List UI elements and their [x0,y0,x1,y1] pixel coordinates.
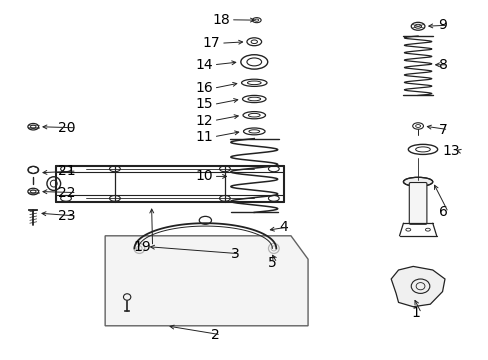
Text: 21: 21 [58,164,76,178]
Text: 3: 3 [230,247,239,261]
Text: 22: 22 [58,186,76,199]
Ellipse shape [403,177,432,186]
Text: 17: 17 [202,36,220,50]
Text: 4: 4 [279,220,288,234]
Text: 5: 5 [267,256,276,270]
Polygon shape [390,266,444,307]
Text: 1: 1 [411,306,420,320]
Text: 16: 16 [195,81,212,95]
Text: 2: 2 [211,328,220,342]
Text: 20: 20 [58,121,76,135]
Text: 11: 11 [195,130,212,144]
Text: 19: 19 [134,240,151,253]
Text: 14: 14 [195,58,212,72]
Polygon shape [105,236,307,326]
Text: 7: 7 [438,123,447,136]
Text: 6: 6 [438,206,447,219]
Text: 12: 12 [195,114,212,127]
Text: 10: 10 [195,170,212,183]
Text: 15: 15 [195,98,212,111]
Text: 13: 13 [441,144,459,158]
Text: 18: 18 [212,13,229,27]
Text: 23: 23 [58,209,76,223]
FancyBboxPatch shape [408,183,426,224]
Text: 8: 8 [438,58,447,72]
Text: 9: 9 [438,18,447,32]
